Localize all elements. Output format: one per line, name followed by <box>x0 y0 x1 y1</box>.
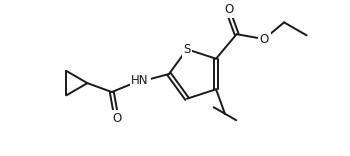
Text: O: O <box>112 112 121 125</box>
Text: HN: HN <box>131 74 149 87</box>
Text: O: O <box>224 3 234 16</box>
Text: O: O <box>260 33 269 46</box>
Text: S: S <box>183 43 191 56</box>
